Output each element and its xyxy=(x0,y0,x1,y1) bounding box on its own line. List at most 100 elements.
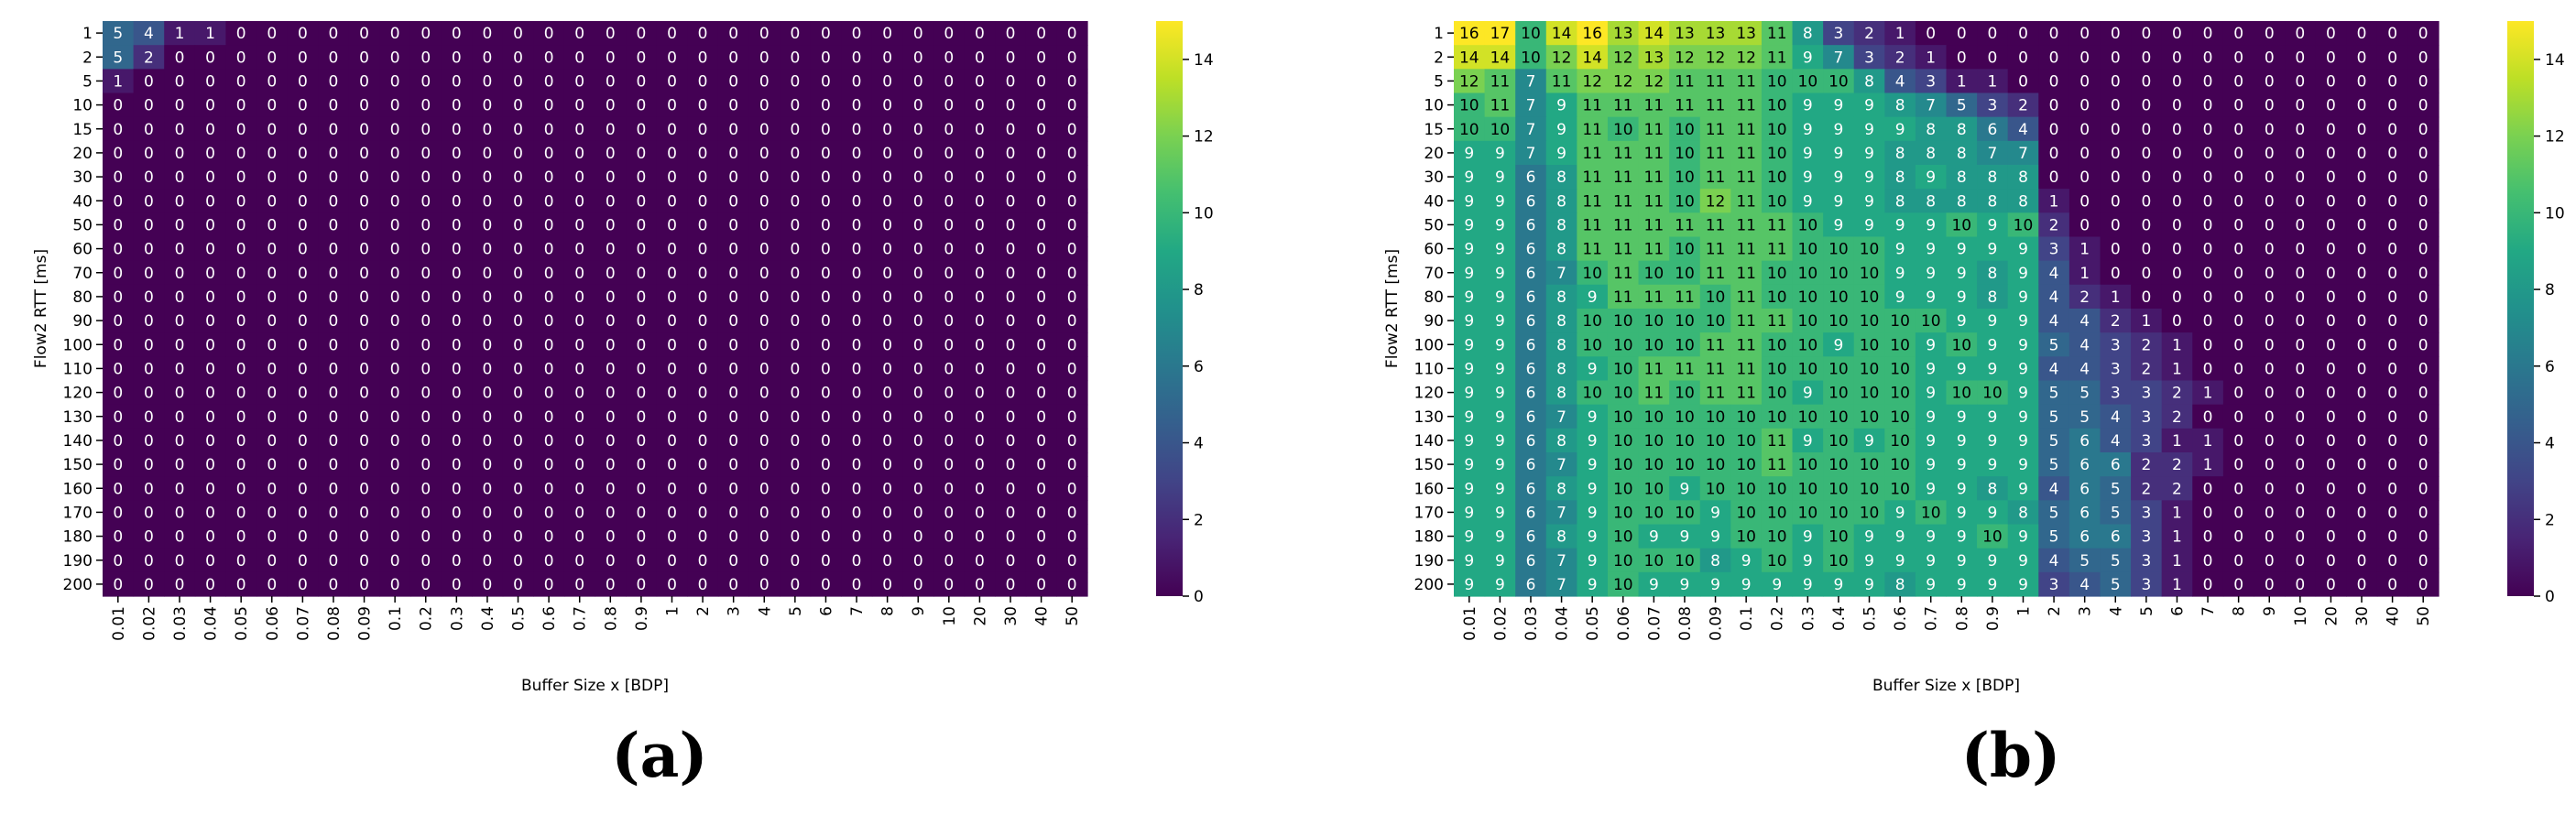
cell-value-label: 0 xyxy=(913,456,923,474)
cell-value-label: 7 xyxy=(1526,72,1536,91)
cell-value-label: 0 xyxy=(1067,25,1077,43)
cell-value-label: 10 xyxy=(1767,145,1787,163)
heatmap-cell xyxy=(810,189,842,213)
cell-value-label: 10 xyxy=(1675,241,1695,259)
cell-value-label: 9 xyxy=(1895,216,1905,234)
cell-value-label: 0 xyxy=(2141,168,2151,187)
cell-value-label: 0 xyxy=(236,288,246,307)
y-tick-label: 170 xyxy=(63,504,93,522)
heatmap-cell xyxy=(164,165,196,190)
x-tick-label: 0.01 xyxy=(1461,606,1479,641)
cell-value-label: 0 xyxy=(2172,265,2182,283)
cell-value-label: 0 xyxy=(359,408,369,427)
heatmap-cell xyxy=(595,500,627,526)
heatmap-cell xyxy=(563,309,596,333)
cell-value-label: 9 xyxy=(1741,576,1752,594)
cell-value-label: 5 xyxy=(2111,504,2121,522)
cell-value-label: 10 xyxy=(1767,480,1787,498)
heatmap-cell xyxy=(502,548,534,573)
heatmap-cell xyxy=(841,140,873,166)
y-tick-label: 120 xyxy=(1414,385,1444,403)
cell-value-label: 9 xyxy=(1834,168,1844,187)
cell-value-label: 0 xyxy=(513,216,523,234)
heatmap-cell xyxy=(810,92,842,118)
heatmap-cell xyxy=(409,524,442,549)
cell-value-label: 10 xyxy=(1644,312,1665,331)
cell-value-label: 9 xyxy=(1495,241,1505,259)
cell-value-label: 9 xyxy=(1588,432,1598,451)
heatmap-cell xyxy=(810,309,842,333)
cell-value-label: 0 xyxy=(1036,504,1046,522)
heatmap-cell xyxy=(379,140,411,166)
y-tick-label: 5 xyxy=(82,72,93,91)
heatmap-cell xyxy=(194,92,226,118)
cell-value-label: 0 xyxy=(606,576,616,594)
cell-value-label: 0 xyxy=(606,72,616,91)
cell-value-label: 0 xyxy=(205,97,215,115)
heatmap-cell xyxy=(287,189,319,213)
heatmap-cell xyxy=(933,69,966,94)
cell-value-label: 0 xyxy=(2357,168,2367,187)
cell-value-label: 11 xyxy=(1644,121,1665,139)
heatmap-cell xyxy=(348,332,380,357)
cell-value-label: 0 xyxy=(329,216,339,234)
cell-value-label: 0 xyxy=(1006,25,1016,43)
cell-value-label: 0 xyxy=(759,49,770,67)
heatmap-cell xyxy=(902,116,934,142)
cell-value-label: 10 xyxy=(1459,121,1479,139)
cell-value-label: 0 xyxy=(1036,192,1046,211)
heatmap-cell xyxy=(964,452,996,477)
heatmap-cell xyxy=(687,260,719,286)
cell-value-label: 0 xyxy=(113,265,123,283)
heatmap-cell xyxy=(225,524,257,549)
heatmap-cell xyxy=(933,571,966,597)
cell-value-label: 0 xyxy=(882,312,892,331)
cell-value-label: 0 xyxy=(513,408,523,427)
cell-value-label: 0 xyxy=(728,288,738,307)
heatmap-cell xyxy=(2192,21,2224,46)
heatmap-cell xyxy=(841,260,873,286)
heatmap-cell xyxy=(287,212,319,238)
cell-value-label: 0 xyxy=(544,528,554,547)
cell-value-label: 6 xyxy=(1526,216,1536,234)
cell-value-label: 0 xyxy=(2387,480,2397,498)
cell-value-label: 0 xyxy=(728,241,738,259)
heatmap-cell xyxy=(103,92,135,118)
cell-value-label: 11 xyxy=(1706,216,1726,234)
heatmap-cell xyxy=(1056,452,1088,477)
cell-value-label: 0 xyxy=(1006,480,1016,498)
cell-value-label: 0 xyxy=(144,241,154,259)
cell-value-label: 0 xyxy=(975,192,985,211)
cell-value-label: 9 xyxy=(1588,528,1598,547)
cell-value-label: 0 xyxy=(113,192,123,211)
cell-value-label: 0 xyxy=(852,336,862,354)
cell-value-label: 0 xyxy=(790,168,800,187)
cell-value-label: 0 xyxy=(390,25,400,43)
heatmap-cell xyxy=(595,332,627,357)
cell-value-label: 10 xyxy=(1582,385,1602,403)
cell-value-label: 0 xyxy=(913,288,923,307)
cell-value-label: 0 xyxy=(2295,72,2305,91)
heatmap-cell xyxy=(318,69,350,94)
cell-value-label: 10 xyxy=(1767,72,1787,91)
heatmap-cell xyxy=(687,571,719,597)
heatmap-cell xyxy=(626,236,658,262)
cell-value-label: 0 xyxy=(728,480,738,498)
heatmap-cell xyxy=(2068,21,2101,46)
heatmap-cell xyxy=(318,380,350,406)
cell-value-label: 0 xyxy=(483,288,493,307)
heatmap-cell xyxy=(902,571,934,597)
heatmap-cell xyxy=(626,309,658,333)
heatmap-cell xyxy=(871,45,904,70)
cell-value-label: 0 xyxy=(452,408,462,427)
cell-value-label: 11 xyxy=(1582,241,1602,259)
cell-value-label: 0 xyxy=(175,528,185,547)
heatmap-cell xyxy=(103,165,135,190)
heatmap-cell xyxy=(964,356,996,382)
heatmap-cell xyxy=(256,380,289,406)
heatmap-cell xyxy=(2315,21,2347,46)
heatmap-cell xyxy=(1025,21,1057,46)
heatmap-cell xyxy=(656,165,688,190)
cell-value-label: 16 xyxy=(1459,25,1479,43)
cell-value-label: 0 xyxy=(2141,241,2151,259)
